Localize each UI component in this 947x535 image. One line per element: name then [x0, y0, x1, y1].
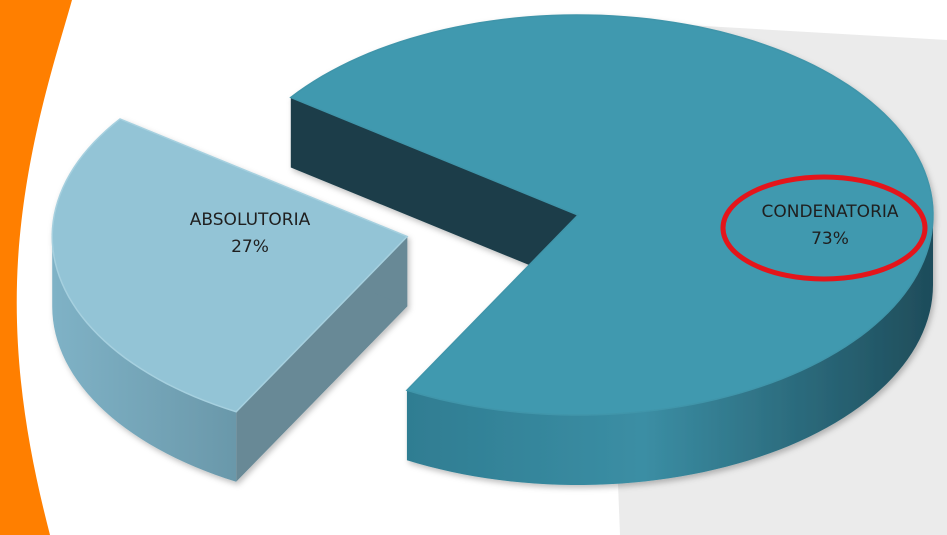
pie-slice-condenatoria — [289, 14, 934, 485]
slice-wall — [236, 236, 408, 482]
pie-label-absolutoria: ABSOLUTORIA 27% — [190, 207, 310, 261]
percent-label: 27% — [231, 237, 269, 257]
highlight-circle — [720, 174, 928, 282]
accent-orange-band — [0, 0, 72, 535]
percent-label: 73% — [811, 229, 849, 249]
slice-side — [52, 236, 237, 482]
pie-chart — [51, 14, 934, 485]
slice-top — [51, 118, 409, 413]
category-label: ABSOLUTORIA — [189, 210, 311, 230]
slice-top — [289, 14, 934, 416]
pie-label-condenatoria: CONDENATORIA 73% — [761, 199, 898, 253]
slice-side — [406, 215, 934, 485]
slice-wall — [290, 97, 578, 285]
category-label: CONDENATORIA — [761, 202, 899, 222]
pie-slice-absolutoria — [51, 118, 409, 482]
